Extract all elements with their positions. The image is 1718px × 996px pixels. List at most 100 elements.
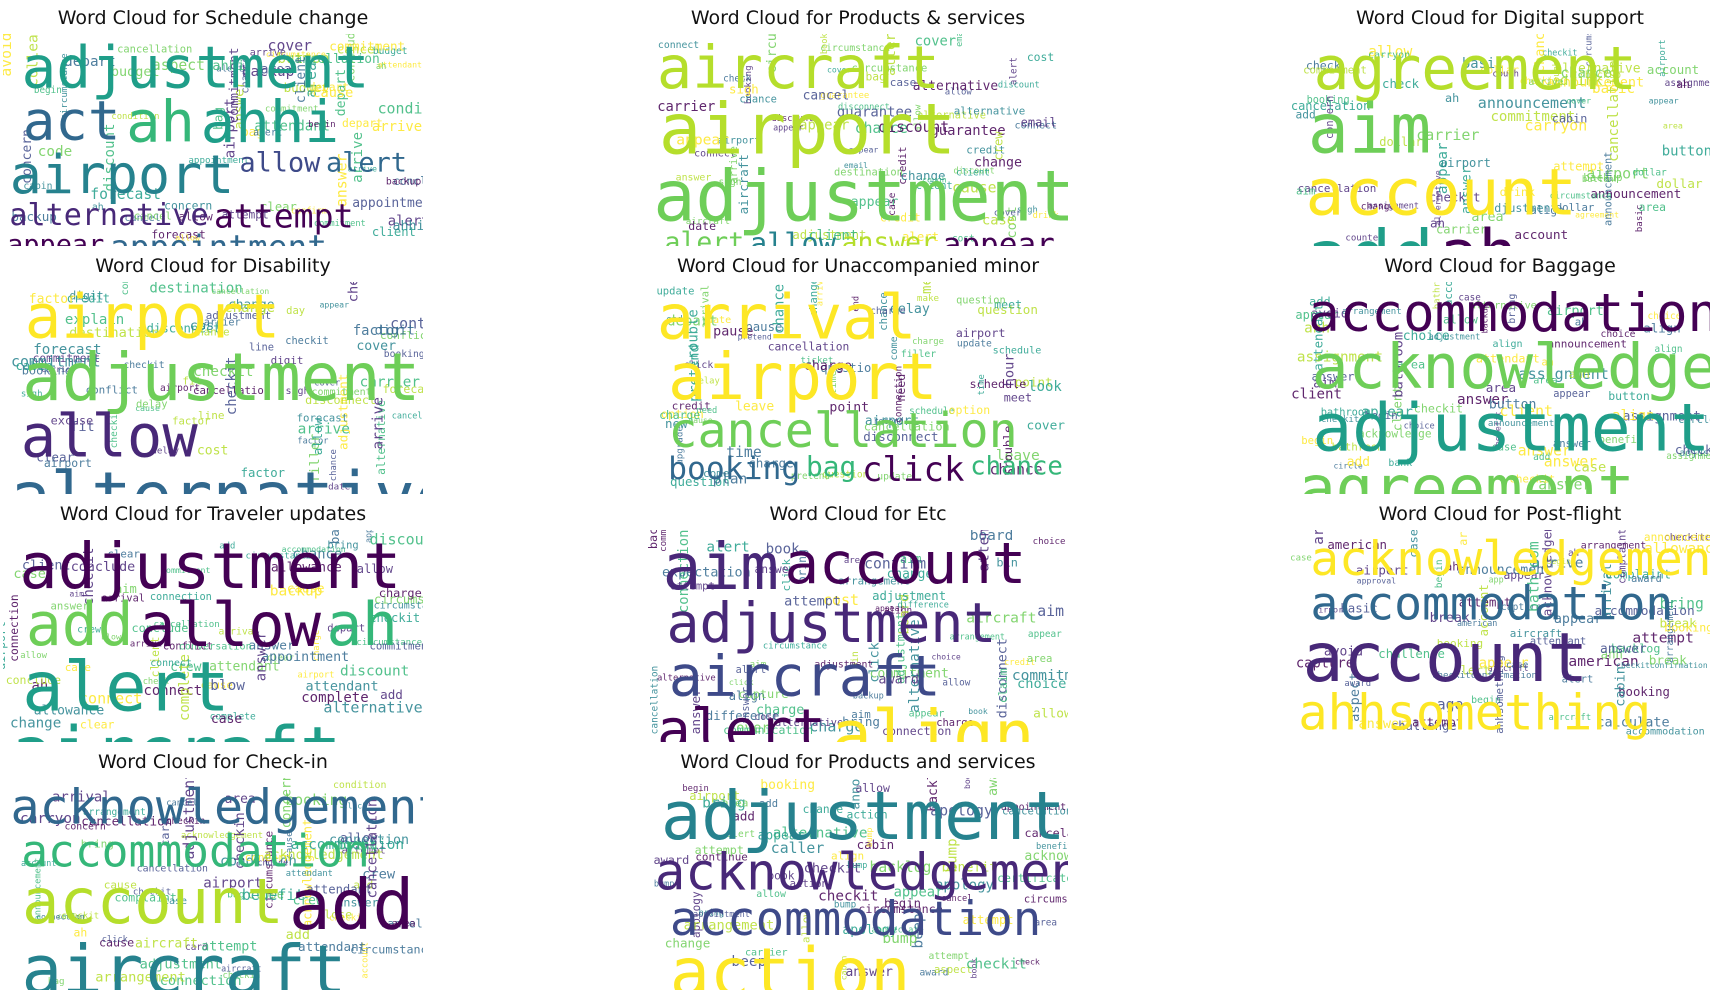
cloud-word: forecast [33,342,101,358]
cloud-word: award [878,671,919,687]
cloud-word: add [353,879,373,892]
cloud-word: accommodation [1595,604,1695,619]
cloud-word: time [977,374,987,395]
cloud-word: answer [1518,443,1571,460]
cloud-word: alternative [9,198,208,233]
cloud-word: basic [1634,205,1645,233]
cloud-word: end [666,315,682,325]
cloud-word: cancellation [193,384,270,397]
cloud-word: act [23,89,121,152]
cloud-word: area [1486,380,1516,395]
cloud-word: conflict [163,640,213,652]
cloud-word: ahhi [201,89,339,156]
cloud-word: allow [311,418,325,456]
cloud-word: answer [248,639,295,654]
cloud-word: charge [809,718,863,736]
cloud-word: checkit [123,360,164,371]
cloud-word: conflict [380,329,423,342]
cloud-word: cover [994,207,1022,218]
cloud-word: cancellation [137,864,208,875]
cloud-word: attempt [341,845,385,857]
cloud-word: allowance [34,704,105,719]
cloud-word: disconnect [838,103,890,113]
cloud-word: alternative [1470,301,1537,312]
cloud-word: appear [943,227,1055,246]
cloud-word: ah [92,202,104,213]
cloud-word: complete [177,654,193,721]
cloud-word: benefit [1599,434,1644,446]
cloud-word: conflict [86,384,138,397]
cloud-word: allowance [1644,541,1710,557]
cloud-word: beep [909,913,926,948]
cloud-word: appear [1649,96,1679,106]
cloud-word: change [900,168,945,183]
cloud-word: american [1457,618,1497,628]
cloud-word: arrive [1528,77,1563,88]
cloud-word: accommodation [291,837,405,853]
cloud-word: commitment [1303,65,1367,77]
cloud-word: airport [297,670,334,680]
word-cloud-canvas: concludecabincancellationbudgetbackupbac… [3,34,423,246]
cloud-word: arrival [102,592,145,604]
cloud-word: pause [713,324,753,339]
cloud-word: apology [690,891,703,938]
cloud-word: choice [1017,676,1066,692]
cloud-word: area [225,792,256,807]
cloud-word: alternative [10,457,423,494]
cloud-word: answer [1600,642,1647,657]
cloud-word: ah [1445,560,1459,574]
cloud-word: cause [287,581,325,596]
cloud-word: commitment [658,530,669,552]
cloud-word: begin [1471,695,1501,706]
cloud-word: carryon [1524,116,1587,134]
cloud-word: sigh [718,177,741,188]
cloud-word: carryon [20,811,81,827]
cloud-word: adjustment [181,778,198,859]
chart-title: Word Cloud for Disability [95,255,331,277]
cloud-word: checkit [1321,415,1359,425]
cloud-word: credit [966,143,1005,156]
word-cloud-panel: Word Cloud for Baggage airport client circl… [1180,254,1718,500]
cloud-word: concern [1324,96,1336,139]
cloud-word: airport [44,456,92,470]
cloud-word: cause [104,879,137,892]
cloud-word: begin [1434,559,1445,588]
cloud-word: booking [384,349,423,360]
cloud-word: connection [8,594,21,661]
cloud-word: alert [736,665,767,676]
cloud-word: cancellation [365,799,381,899]
cloud-word: check [1015,957,1040,967]
cloud-word: check [1675,442,1710,457]
cloud-word: arrive [370,397,387,450]
cloud-word: arrival [219,627,260,638]
word-cloud-panel: Word Cloud for Unaccompanied minor point c… [538,254,1178,500]
cloud-word: arrive [350,132,366,183]
cloud-word: clear [36,450,74,465]
cloud-word: checkit [804,860,862,876]
cloud-word: alternative [323,699,422,717]
cloud-word: book [766,541,800,557]
cloud-word: appear [799,118,849,134]
cloud-word: aim [851,708,871,721]
cloud-word: acknowledge [1312,332,1710,403]
cloud-word: check [1306,58,1341,72]
cloud-word: area [392,919,416,930]
cloud-word: crew [991,131,1005,161]
cloud-word: cabin [23,181,52,192]
cloud-word: area [844,556,866,566]
cloud-word: appear [758,828,805,843]
cloud-word: aim [1296,185,1315,198]
cloud-word: appear [319,299,349,309]
cloud-word: come [703,467,730,480]
cloud-word: attempt [222,208,269,221]
cloud-word: arrival [657,282,916,353]
word-cloud: acknowledgement card acknowledgement area ca… [3,778,423,990]
cloud-word: apology [842,923,897,938]
cloud-word: airport [1313,604,1348,614]
cloud-word: pretend [791,471,830,482]
cloud-word: credit [897,146,909,184]
cloud-word: complaint [1606,567,1672,581]
cloud-word: carrier [657,99,715,115]
cloud-word: attempt [1459,595,1512,610]
cloud-word: align [1643,321,1680,336]
